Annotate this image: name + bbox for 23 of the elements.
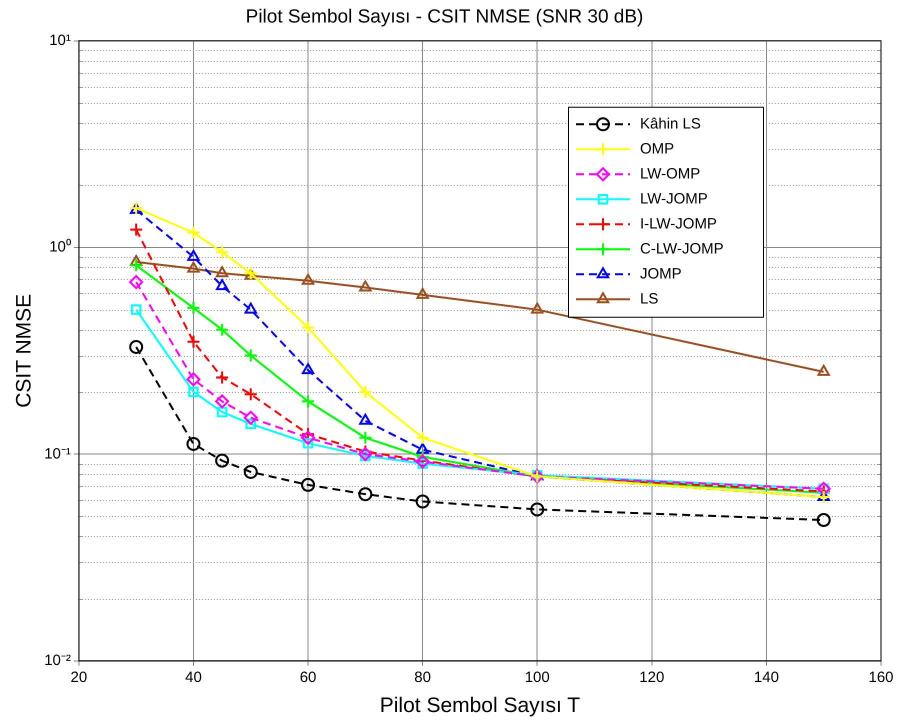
x-tick-label: 140 [754, 668, 779, 686]
y-tick-label: 10⁻² [44, 652, 71, 669]
x-tick-label: 40 [185, 668, 202, 686]
x-tick-label: 60 [300, 668, 316, 686]
y-axis-title: CSIT NMSE [12, 294, 36, 408]
x-tick-label: 100 [524, 668, 550, 686]
legend-label: I-LW-JOMP [640, 215, 717, 232]
legend-label: C-LW-JOMP [640, 240, 724, 258]
legend-label: OMP [640, 140, 674, 158]
y-tick-label: 10¹ [49, 32, 71, 49]
legend-label: LW-OMP [640, 165, 700, 182]
x-tick-label: 120 [639, 668, 664, 686]
x-tick-label: 160 [868, 668, 894, 686]
legend-label: LS [640, 290, 658, 308]
x-tick-label: 20 [70, 668, 88, 686]
legend-label: LW-JOMP [640, 190, 708, 208]
legend-label: JOMP [640, 265, 682, 282]
y-tick-label: 10⁻¹ [44, 445, 71, 462]
y-tick-label: 10⁰ [49, 238, 71, 256]
x-axis-title: Pilot Sembol Sayısı T [380, 694, 580, 718]
x-tick-label: 80 [414, 668, 431, 686]
chart-title: Pilot Sembol Sayısı - CSIT NMSE (SNR 30 dB) [246, 6, 644, 28]
legend-label: Kâhin LS [640, 115, 701, 132]
